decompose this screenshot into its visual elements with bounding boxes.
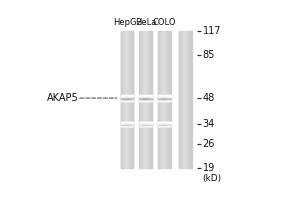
Text: 19: 19 xyxy=(202,163,215,173)
Bar xyxy=(168,31,169,168)
Bar xyxy=(188,31,189,168)
Text: COLO: COLO xyxy=(152,18,176,27)
Bar xyxy=(141,31,142,168)
Bar xyxy=(181,31,182,168)
Text: 85: 85 xyxy=(202,50,215,60)
Bar xyxy=(185,31,186,168)
Bar xyxy=(126,31,127,168)
Text: 26: 26 xyxy=(202,139,215,149)
Text: 48: 48 xyxy=(202,93,215,103)
Bar xyxy=(160,31,161,168)
Bar xyxy=(128,31,129,168)
Bar xyxy=(150,31,151,168)
Bar xyxy=(167,31,168,168)
Text: HepG2: HepG2 xyxy=(112,18,141,27)
Bar xyxy=(186,31,187,168)
Bar xyxy=(166,31,167,168)
Text: AKAP5: AKAP5 xyxy=(47,93,79,103)
Bar xyxy=(125,31,126,168)
Bar xyxy=(151,31,152,168)
Bar xyxy=(187,31,188,168)
Bar xyxy=(132,31,133,168)
Bar xyxy=(146,31,147,168)
Bar xyxy=(184,31,185,168)
Bar xyxy=(122,31,123,168)
Bar xyxy=(133,31,134,168)
Bar xyxy=(180,31,181,168)
Bar xyxy=(131,31,132,168)
Bar xyxy=(190,31,191,168)
Bar xyxy=(130,31,131,168)
Bar xyxy=(162,31,163,168)
Bar xyxy=(170,31,171,168)
Bar xyxy=(179,31,180,168)
Bar xyxy=(140,31,141,168)
Bar xyxy=(161,31,162,168)
Bar xyxy=(159,31,160,168)
Bar xyxy=(182,31,183,168)
Bar xyxy=(144,31,145,168)
Bar xyxy=(164,31,165,168)
Bar xyxy=(145,31,146,168)
Bar xyxy=(163,31,164,168)
Bar xyxy=(139,31,140,168)
Bar xyxy=(149,31,150,168)
Bar xyxy=(148,31,149,168)
Text: (kD): (kD) xyxy=(202,174,222,183)
Bar xyxy=(142,31,143,168)
Bar xyxy=(121,31,122,168)
Bar xyxy=(189,31,190,168)
Bar xyxy=(147,31,148,168)
Bar xyxy=(183,31,184,168)
Bar xyxy=(124,31,125,168)
Bar xyxy=(165,31,166,168)
Text: HeLa: HeLa xyxy=(135,18,156,27)
Bar xyxy=(143,31,144,168)
Bar xyxy=(158,31,159,168)
Bar xyxy=(123,31,124,168)
Bar xyxy=(169,31,170,168)
Text: 117: 117 xyxy=(202,26,221,36)
Bar xyxy=(129,31,130,168)
Text: 34: 34 xyxy=(202,119,215,129)
